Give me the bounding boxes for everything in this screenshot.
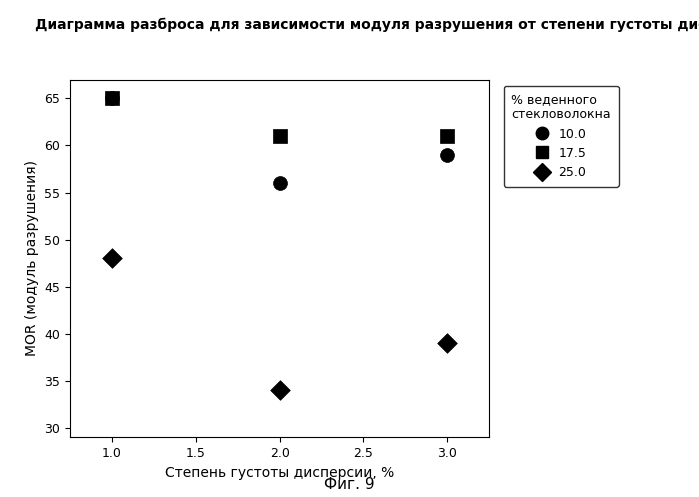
Point	[106, 94, 117, 102]
Legend: 10.0, 17.5, 25.0: 10.0, 17.5, 25.0	[504, 86, 619, 186]
Text: Диаграмма разброса для зависимости модуля разрушения от степени густоты дисперси: Диаграмма разброса для зависимости модул…	[35, 17, 699, 32]
Point	[442, 151, 453, 159]
Point	[442, 132, 453, 140]
Point	[106, 254, 117, 262]
Point	[106, 94, 117, 102]
Point	[442, 339, 453, 347]
Point	[274, 132, 285, 140]
Point	[274, 179, 285, 187]
Point	[274, 386, 285, 394]
Text: Фиг. 9: Фиг. 9	[324, 477, 375, 492]
Y-axis label: MOR (модуль разрушения): MOR (модуль разрушения)	[24, 161, 38, 356]
X-axis label: Степень густоты дисперсии, %: Степень густоты дисперсии, %	[165, 466, 394, 480]
